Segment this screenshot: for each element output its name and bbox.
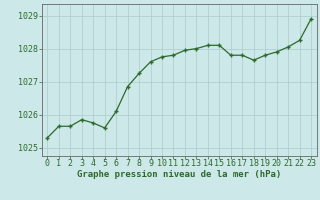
X-axis label: Graphe pression niveau de la mer (hPa): Graphe pression niveau de la mer (hPa): [77, 170, 281, 179]
